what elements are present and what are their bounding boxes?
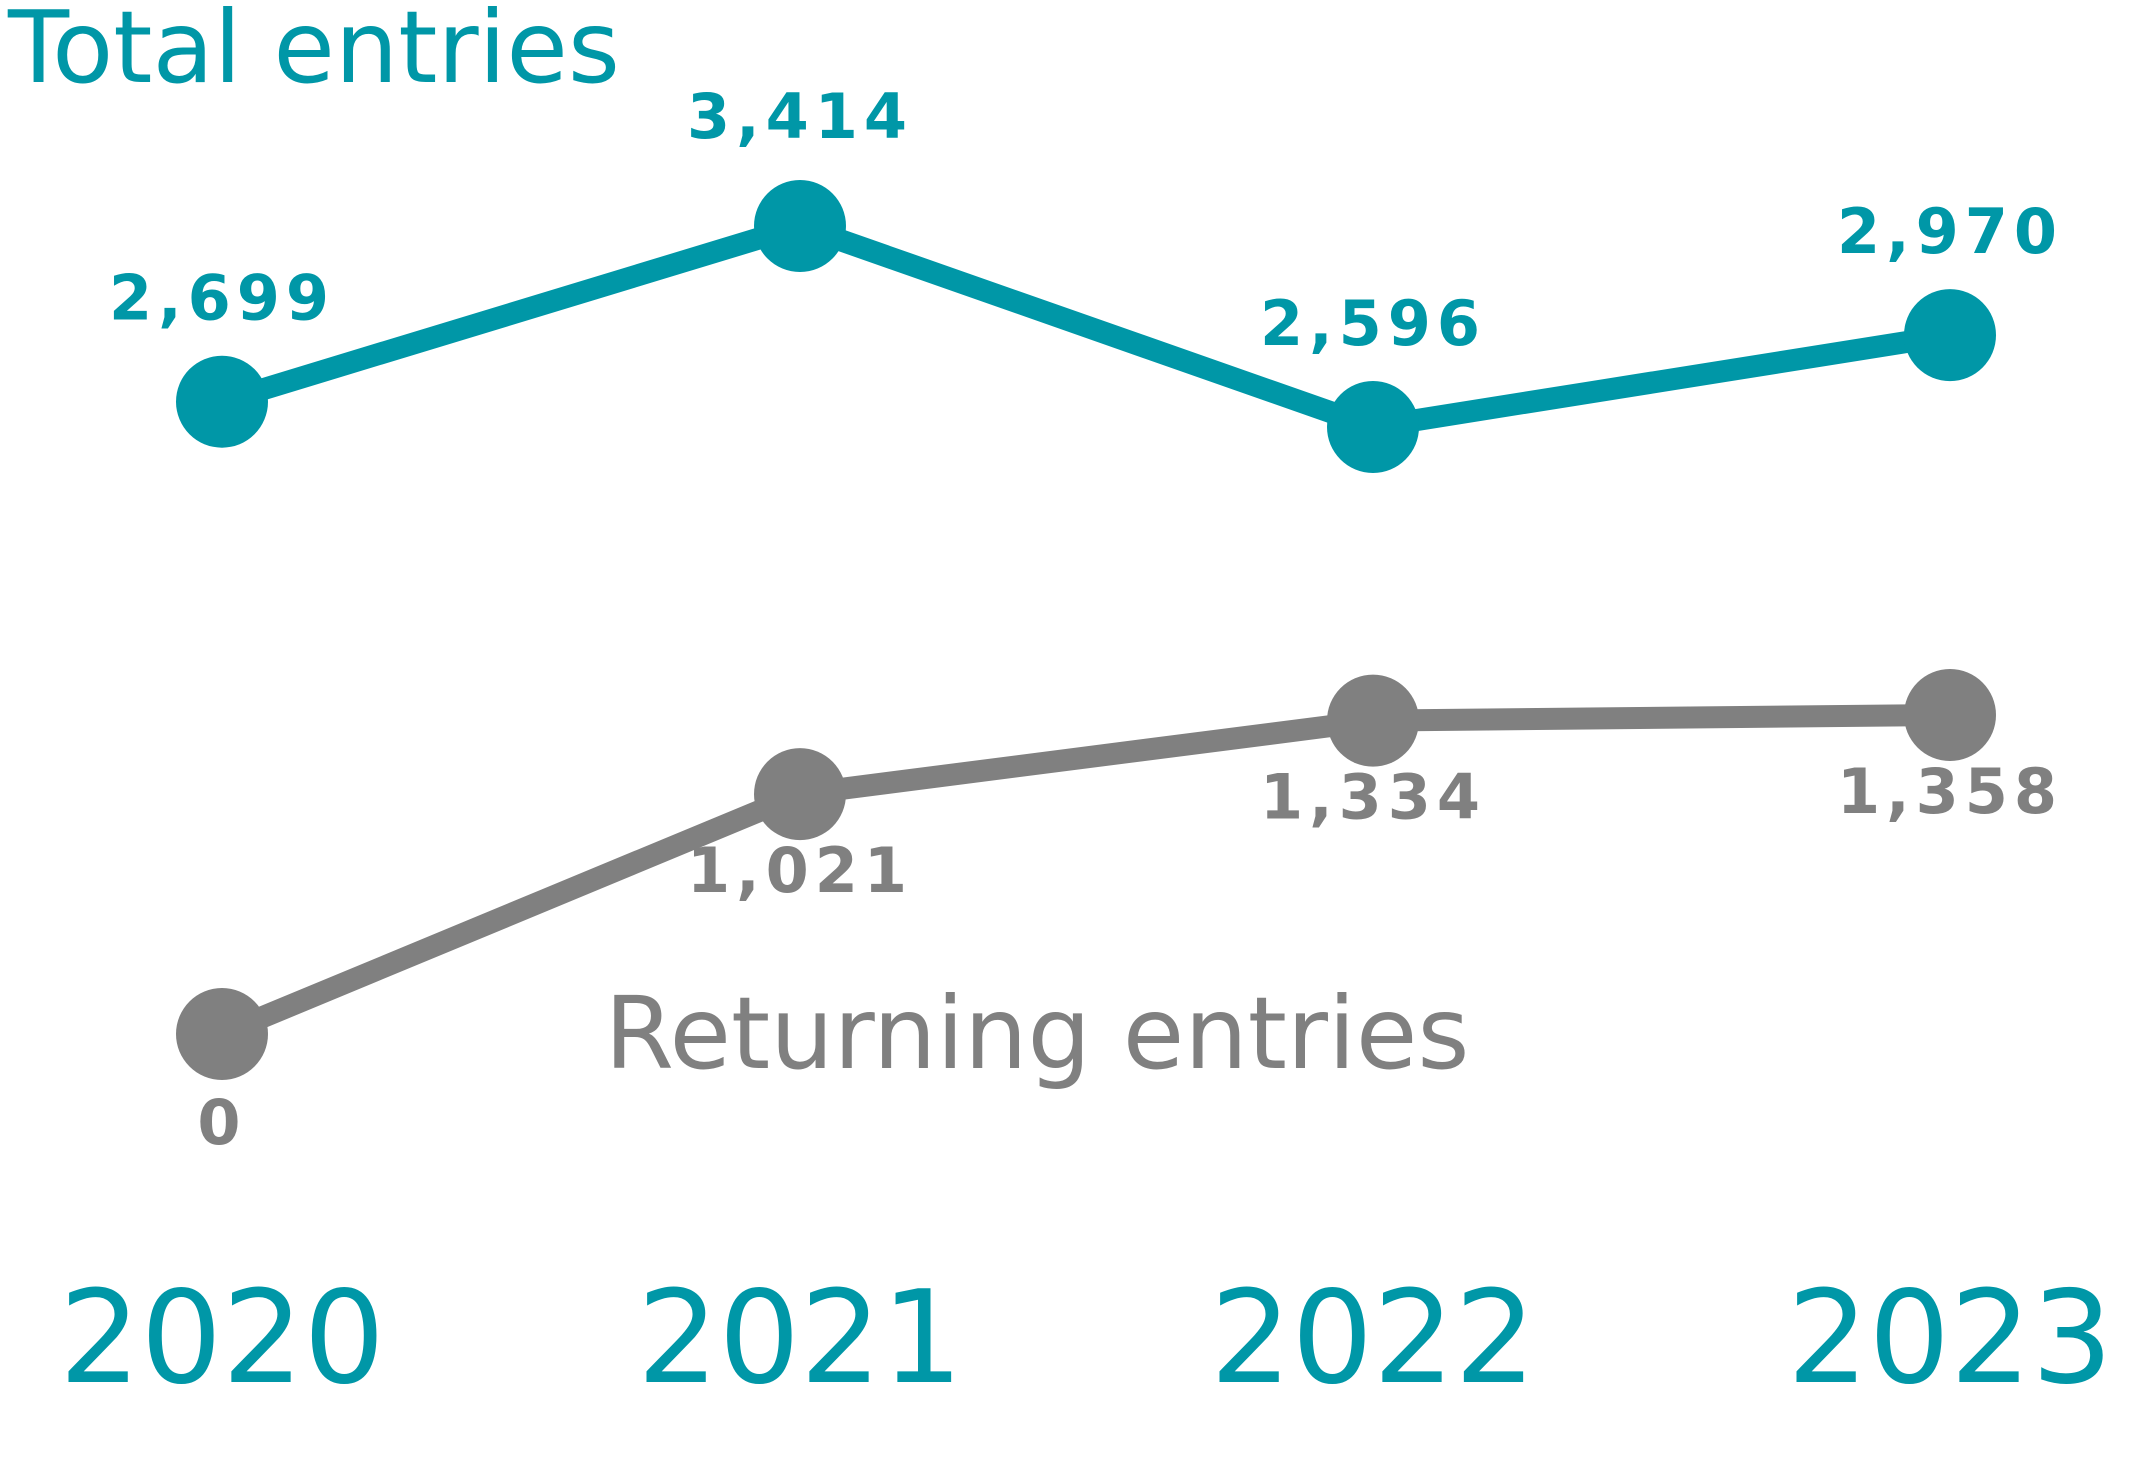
total-entries-point-2020: [176, 355, 268, 448]
total-entries-series-name-label: Total entries: [7, 0, 620, 106]
total-entries-value-label-2023: 2,970: [1837, 195, 2063, 268]
returning-entries-point-2023: [1904, 669, 1996, 761]
returning-entries-point-2021: [754, 748, 846, 841]
returning-entries-point-2022: [1327, 674, 1419, 767]
x-tick-label-2020: 2020: [59, 1264, 385, 1413]
returning-entries-value-label-2023: 1,358: [1837, 755, 2063, 828]
total-entries-series-line: [211, 215, 1961, 438]
total-entries-point-2022: [1327, 381, 1419, 473]
label-layer: 2,699 3,414 2,596 2,970 Total entries 0 1,021 1…: [7, 0, 2063, 1159]
x-tick-label-2022: 2022: [1210, 1264, 1536, 1413]
x-tick-label-2021: 2021: [637, 1264, 963, 1413]
returning-entries-series-name-label: Returning entries: [605, 975, 1470, 1092]
returning-entries-point-2020: [176, 988, 268, 1080]
total-entries-value-label-2020: 2,699: [109, 262, 335, 335]
x-tick-label-2023: 2023: [1787, 1264, 2113, 1413]
returning-entries-value-label-2022: 1,334: [1260, 761, 1486, 834]
series-layer: [176, 180, 1996, 1080]
returning-entries-value-label-2021: 1,021: [687, 834, 913, 907]
total-entries-value-label-2021: 3,414: [687, 80, 913, 153]
returning-entries-series-line: [211, 704, 1961, 1045]
total-entries-point-2021: [754, 180, 846, 272]
total-entries-point-2023: [1904, 289, 1996, 382]
total-entries-value-label-2022: 2,596: [1260, 287, 1486, 360]
x-axis: 2020 2021 2022 2023: [59, 1264, 2113, 1413]
returning-entries-value-label-2020: 0: [197, 1086, 246, 1159]
